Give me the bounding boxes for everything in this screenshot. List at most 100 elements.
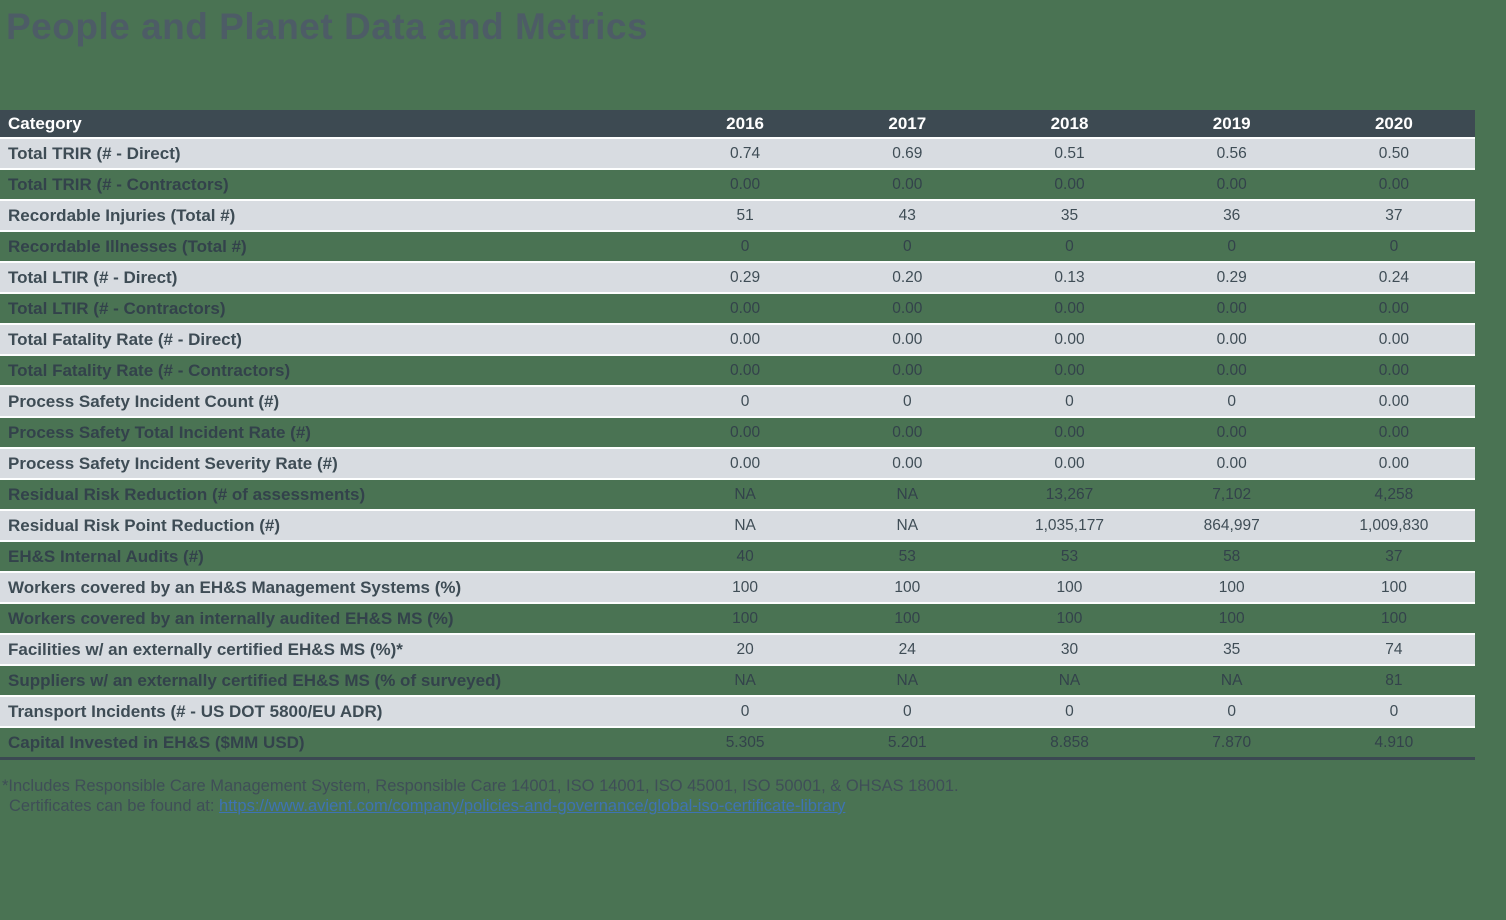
cell-value: NA <box>1220 671 1243 689</box>
cell-value: 0 <box>1065 237 1074 255</box>
row-label: Residual Risk Point Reduction (#) <box>8 515 281 535</box>
cell-value: 0.00 <box>1054 454 1085 472</box>
row-label: Process Safety Incident Severity Rate (#… <box>8 453 338 473</box>
cell-value: 5.201 <box>887 733 927 751</box>
cell-value: 81 <box>1385 671 1403 689</box>
cell-value: 35 <box>1223 640 1241 658</box>
cell-value: 864,997 <box>1203 516 1260 534</box>
cell-value: 0.00 <box>892 299 923 317</box>
cell-value: 0.00 <box>730 330 761 348</box>
row-label: Workers covered by an EH&S Management Sy… <box>8 577 462 597</box>
cell-value: 35 <box>1060 206 1079 224</box>
footnote-certificates-line: Certificates can be found at: https://ww… <box>9 796 959 816</box>
cell-value: 0.00 <box>1378 299 1409 317</box>
cell-value: 4,258 <box>1374 485 1414 503</box>
cell-value: 0.51 <box>1054 144 1085 162</box>
cell-value: 0.69 <box>892 144 923 162</box>
row-label: Total TRIR (# - Direct) <box>8 143 181 163</box>
table-row: Total LTIR (# - Contractors) 0.00 0.00 0.00… <box>0 292 1475 323</box>
row-label: Process Safety Total Incident Rate (#) <box>8 422 311 442</box>
cell-value: 0.00 <box>1054 299 1085 317</box>
row-label: Total TRIR (# - Contractors) <box>8 174 229 194</box>
cell-value: 0 <box>1227 702 1236 720</box>
cell-value: 53 <box>898 547 916 565</box>
row-label: EH&S Internal Audits (#) <box>8 546 204 566</box>
metrics-table: Category 2016 2017 2018 2019 2020 Total TRIR… <box>0 110 1475 760</box>
cell-value: 0.00 <box>730 423 761 441</box>
table-header-row: Category 2016 2017 2018 2019 2020 <box>0 110 1475 137</box>
cell-value: 0.00 <box>892 175 923 193</box>
cell-value: 51 <box>736 206 754 224</box>
cell-value: NA <box>1058 671 1081 689</box>
column-header-year: 2018 <box>1050 113 1089 133</box>
table-row: Recordable Injuries (Total #) 51 43 35 36 37 <box>0 199 1475 230</box>
row-label: Total LTIR (# - Direct) <box>8 267 178 287</box>
cell-value: 0.00 <box>1378 330 1409 348</box>
table-row: Total TRIR (# - Contractors) 0.00 0.00 0.00… <box>0 168 1475 199</box>
table-row: Workers covered by an internally audited… <box>0 602 1475 633</box>
cell-value: 58 <box>1223 547 1241 565</box>
footnote-link-prefix: Certificates can be found at: <box>9 797 220 815</box>
cell-value: 40 <box>736 547 754 565</box>
cell-value: 0.00 <box>1216 361 1247 379</box>
cell-value: 100 <box>732 578 759 596</box>
column-header-year: 2019 <box>1212 113 1251 133</box>
cell-value: 0 <box>740 237 750 255</box>
cell-value: 0.00 <box>1378 423 1409 441</box>
page-title: People and Planet Data and Metrics <box>6 6 649 47</box>
row-label: Workers covered by an internally audited… <box>8 608 454 628</box>
column-header-year: 2017 <box>888 113 927 133</box>
cell-value: 0.00 <box>1378 392 1409 410</box>
cell-value: 0.00 <box>1054 175 1085 193</box>
table-row: Residual Risk Reduction (# of assessment… <box>0 478 1475 509</box>
footnote-certifications-text: *Includes Responsible Care Management Sy… <box>2 777 959 795</box>
cell-value: 0.00 <box>730 361 761 379</box>
footnote: *Includes Responsible Care Management Sy… <box>2 776 959 816</box>
cell-value: 20 <box>736 640 754 658</box>
cell-value: 0.00 <box>1054 361 1085 379</box>
cell-value: 0.00 <box>1378 454 1409 472</box>
table-row: EH&S Internal Audits (#) 40 53 53 58 37 <box>0 540 1475 571</box>
cell-value: 8.858 <box>1050 733 1089 751</box>
cell-value: 100 <box>1218 609 1245 627</box>
row-label: Transport Incidents (# - US DOT 5800/EU … <box>8 701 383 721</box>
cell-value: 0.00 <box>1378 361 1409 379</box>
cell-value: 0.00 <box>1216 299 1247 317</box>
table-row: Total LTIR (# - Direct) 0.29 0.20 0.13 0.29 0… <box>0 261 1475 292</box>
cell-value: 0.24 <box>1378 268 1409 286</box>
cell-value: 0.00 <box>1054 330 1085 348</box>
row-label: Facilities w/ an externally certified EH… <box>8 639 403 659</box>
table-row: Facilities w/ an externally certified EH… <box>0 633 1475 664</box>
cell-value: 100 <box>1218 578 1245 596</box>
cell-value: 100 <box>894 609 921 627</box>
cell-value: NA <box>896 516 919 534</box>
cell-value: 53 <box>1060 547 1079 565</box>
cell-value: 0 <box>902 392 912 410</box>
cell-value: 30 <box>1060 640 1079 658</box>
cell-value: 1,035,177 <box>1035 516 1104 534</box>
cell-value: 43 <box>898 206 916 224</box>
column-header-year: 2020 <box>1374 113 1413 133</box>
cell-value: 0.00 <box>1054 423 1085 441</box>
cell-value: 0.74 <box>730 144 761 162</box>
table-row: Total Fatality Rate (# - Contractors) 0.0… <box>0 354 1475 385</box>
row-label: Recordable Illnesses (Total #) <box>8 236 247 256</box>
cell-value: 0.00 <box>730 299 761 317</box>
cell-value: 100 <box>894 578 921 596</box>
cell-value: 0 <box>1065 702 1074 720</box>
cell-value: 0.56 <box>1216 144 1247 162</box>
cell-value: 0 <box>1227 392 1236 410</box>
cell-value: 0.00 <box>730 175 761 193</box>
row-label: Recordable Injuries (Total #) <box>8 205 236 225</box>
cell-value: 0.00 <box>892 423 923 441</box>
certificate-library-link[interactable]: https://www.avient.com/company/policies-… <box>219 797 846 815</box>
row-label: Suppliers w/ an externally certified EH&… <box>8 670 502 690</box>
cell-value: 0 <box>902 702 912 720</box>
cell-value: 0.00 <box>1216 175 1247 193</box>
cell-value: 0.00 <box>1216 454 1247 472</box>
cell-value: 0.29 <box>1216 268 1247 286</box>
table-row: Workers covered by an EH&S Management Sy… <box>0 571 1475 602</box>
cell-value: 100 <box>732 609 759 627</box>
cell-value: 0.00 <box>730 454 761 472</box>
